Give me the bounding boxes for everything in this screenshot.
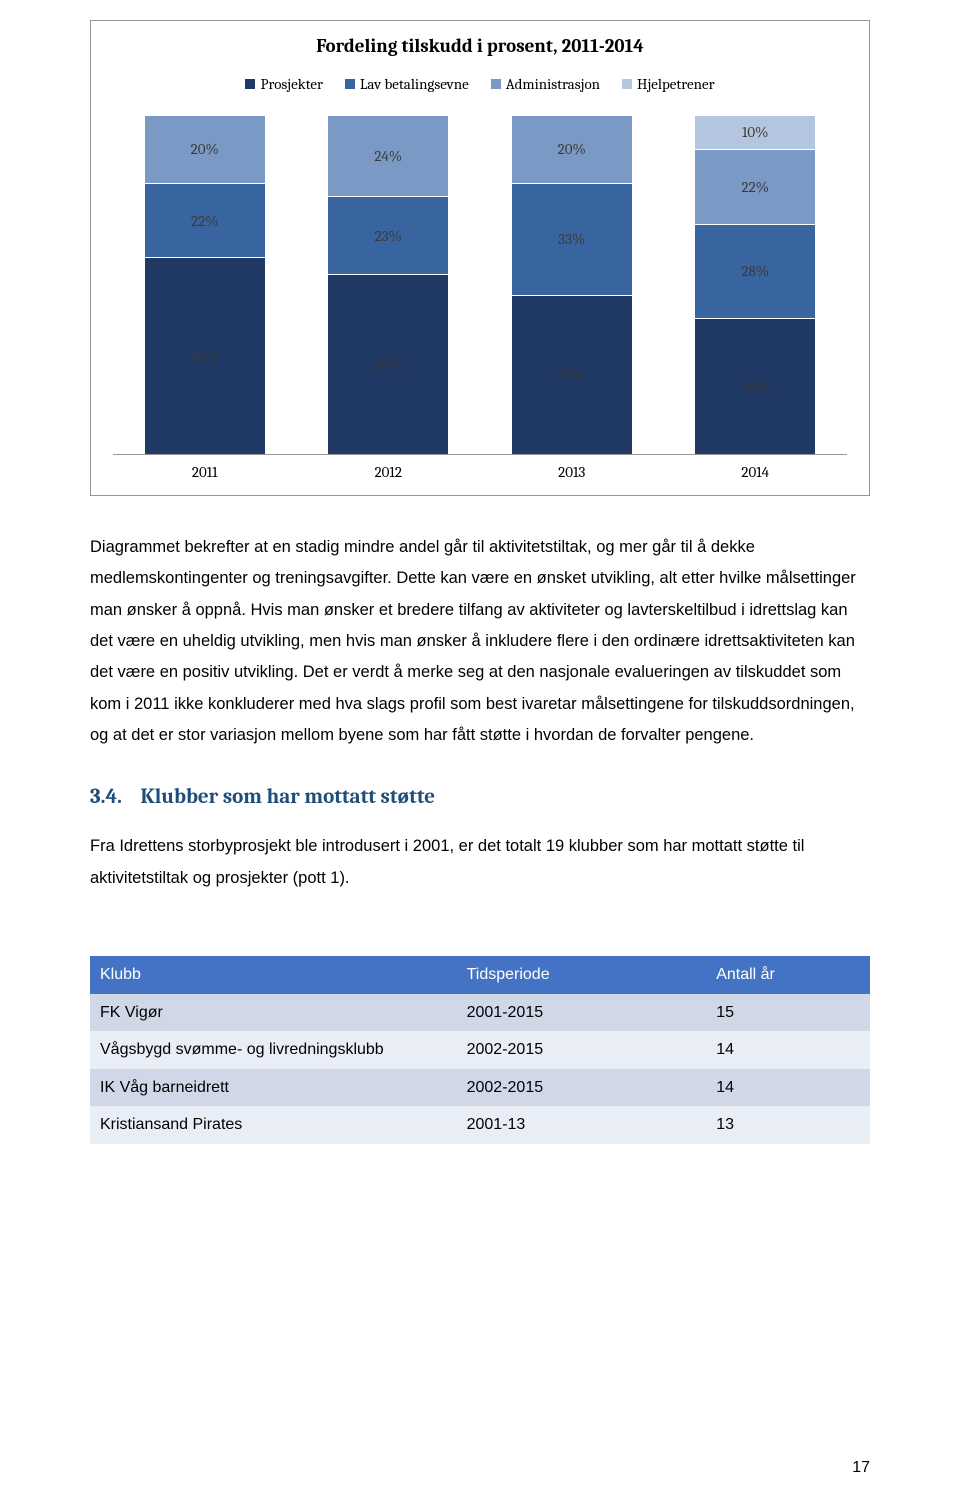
bar-column: 10%22%28%40% <box>695 115 815 454</box>
table-row: Vågsbygd svømme- og livredningsklubb2002… <box>90 1031 870 1069</box>
bar-column: 20%33%47% <box>512 115 632 454</box>
bar-segment: 22% <box>695 149 815 224</box>
chart-legend: Prosjekter Lav betalingsevne Administras… <box>109 75 851 93</box>
bar-segment: 28% <box>695 224 815 319</box>
page-number: 17 <box>852 1459 870 1477</box>
table-cell: 2001-2015 <box>457 994 707 1032</box>
table-header-cell: Klubb <box>90 956 457 994</box>
table-cell: 2002-2015 <box>457 1031 707 1069</box>
chart-plot-area: 20%22%58%24%23%53%20%33%47%10%22%28%40% <box>113 115 847 455</box>
table-cell: 13 <box>706 1106 870 1144</box>
legend-swatch <box>622 79 632 89</box>
chart-container: Fordeling tilskudd i prosent, 2011-2014 … <box>90 20 870 496</box>
table-cell: FK Vigør <box>90 994 457 1032</box>
legend-item: Hjelpetrener <box>622 75 715 93</box>
table-row: Kristiansand Pirates2001-1313 <box>90 1106 870 1144</box>
table-header-cell: Antall år <box>706 956 870 994</box>
bar-segment: 23% <box>328 196 448 274</box>
bar-segment: 10% <box>695 115 815 149</box>
table-cell: Kristiansand Pirates <box>90 1106 457 1144</box>
x-axis-label: 2011 <box>145 463 265 481</box>
table-row: IK Våg barneidrett2002-201514 <box>90 1069 870 1107</box>
section-title: Klubber som har mottatt støtte <box>140 785 435 809</box>
bar-segment: 40% <box>695 318 815 454</box>
bar-segment: 33% <box>512 183 632 295</box>
legend-label: Hjelpetrener <box>637 75 715 93</box>
table-cell: 15 <box>706 994 870 1032</box>
x-axis-label: 2013 <box>512 463 632 481</box>
legend-label: Prosjekter <box>260 75 322 93</box>
legend-swatch <box>345 79 355 89</box>
table-header-cell: Tidsperiode <box>457 956 707 994</box>
legend-swatch <box>245 79 255 89</box>
table-cell: 2001-13 <box>457 1106 707 1144</box>
table-cell: Vågsbygd svømme- og livredningsklubb <box>90 1031 457 1069</box>
chart-title: Fordeling tilskudd i prosent, 2011-2014 <box>109 35 851 57</box>
bar-segment: 58% <box>145 257 265 454</box>
bar-segment: 53% <box>328 274 448 454</box>
section-number: 3.4. <box>90 785 122 809</box>
table-cell: IK Våg barneidrett <box>90 1069 457 1107</box>
bar-segment: 47% <box>512 295 632 454</box>
bar-column: 24%23%53% <box>328 115 448 454</box>
legend-item: Administrasjon <box>491 75 600 93</box>
x-axis-label: 2012 <box>328 463 448 481</box>
legend-item: Lav betalingsevne <box>345 75 469 93</box>
legend-label: Lav betalingsevne <box>360 75 469 93</box>
paragraph: Fra Idrettens storbyprosjekt ble introdu… <box>90 831 870 894</box>
chart-x-axis: 2011 2012 2013 2014 <box>113 463 847 481</box>
legend-swatch <box>491 79 501 89</box>
bar-segment: 20% <box>145 115 265 183</box>
paragraph: Diagrammet bekrefter at en stadig mindre… <box>90 532 870 751</box>
x-axis-label: 2014 <box>695 463 815 481</box>
section-heading: 3.4. Klubber som har mottatt støtte <box>90 785 870 809</box>
clubs-table: KlubbTidsperiodeAntall årFK Vigør2001-20… <box>90 956 870 1144</box>
bar-segment: 22% <box>145 183 265 258</box>
bar-segment: 20% <box>512 115 632 183</box>
bar-column: 20%22%58% <box>145 115 265 454</box>
table-cell: 2002-2015 <box>457 1069 707 1107</box>
legend-item: Prosjekter <box>245 75 322 93</box>
table-cell: 14 <box>706 1031 870 1069</box>
table-row: FK Vigør2001-201515 <box>90 994 870 1032</box>
bar-segment: 24% <box>328 115 448 196</box>
legend-label: Administrasjon <box>506 75 600 93</box>
table-cell: 14 <box>706 1069 870 1107</box>
